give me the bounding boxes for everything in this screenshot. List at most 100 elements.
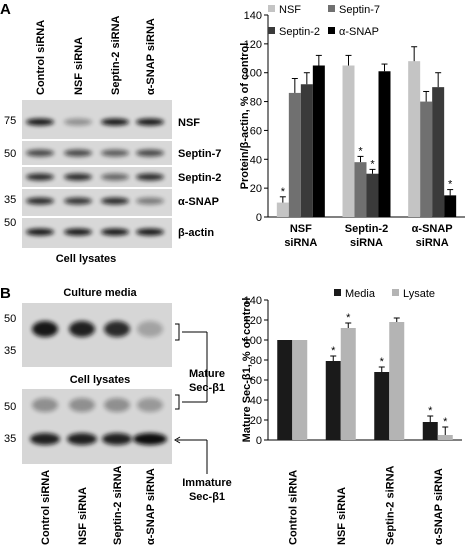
x-tick-label: Control siRNA (287, 470, 299, 545)
mw-label: 50 (4, 217, 16, 229)
blot-band (26, 173, 54, 181)
blot-band (26, 118, 54, 126)
blot-title: Culture media (63, 287, 137, 299)
protein-label: Septin-7 (178, 148, 221, 160)
bar (444, 195, 457, 217)
y-tick-label: 0 (256, 212, 262, 224)
legend-label: α-SNAP (339, 26, 379, 38)
significance-mark: * (448, 179, 453, 191)
bar (300, 84, 313, 217)
legend-swatch (334, 289, 341, 296)
blot-band (64, 118, 92, 126)
blot-band (137, 321, 163, 337)
bar (366, 173, 379, 217)
y-tick-label: 140 (244, 10, 262, 22)
blot-band (133, 433, 167, 445)
protein-label: β-actin (178, 227, 214, 239)
x-tick-label: NSF siRNA (284, 223, 317, 249)
x-tick-label: α-SNAP siRNA (433, 468, 445, 545)
y-tick-label: 100 (244, 68, 262, 80)
band-label: Sec-β1 (189, 382, 225, 394)
y-tick-label: 60 (250, 125, 262, 137)
x-tick-label: Septin-2 siRNA (345, 223, 388, 249)
y-tick-label: 120 (244, 39, 262, 51)
blot-band (26, 197, 54, 205)
lane-label: NSF siRNA (77, 487, 89, 545)
legend-swatch (328, 5, 335, 12)
blot-title: Cell lysates (70, 374, 131, 386)
y-tick-label: 40 (250, 154, 262, 166)
lane-label: Control siRNA (35, 20, 47, 95)
bar (408, 61, 421, 217)
blot-band (136, 197, 164, 205)
significance-mark: * (370, 158, 375, 170)
y-tick-label: 80 (250, 97, 262, 109)
significance-mark: * (281, 186, 286, 198)
bracket-arrows (174, 323, 208, 474)
mw-label: 50 (4, 313, 16, 325)
blot-band (104, 398, 130, 412)
bar (325, 361, 341, 440)
blot-band (101, 149, 129, 157)
lane-label: NSF siRNA (73, 37, 85, 95)
significance-mark: * (331, 345, 336, 357)
lane-label: Septin-2 siRNA (110, 15, 122, 95)
lane-label: Septin-2 siRNA (112, 465, 124, 545)
blot-band (136, 173, 164, 181)
legend-label: NSF (279, 4, 301, 16)
bar (437, 435, 453, 440)
y-tick-label: 20 (250, 183, 262, 195)
bar (378, 71, 391, 218)
blot-band (69, 398, 95, 412)
blot-band (137, 398, 163, 412)
bar (340, 328, 356, 440)
bar (312, 65, 325, 217)
legend-label: Septin-2 (279, 26, 320, 38)
x-tick-label: NSF siRNA (336, 487, 348, 545)
y-tick-label: 40 (250, 395, 262, 407)
panel-letter: B (0, 285, 11, 302)
y-tick-label: 100 (244, 335, 262, 347)
bar (276, 202, 289, 217)
legend-swatch (268, 5, 275, 12)
y-tick-label: 0 (256, 435, 262, 447)
significance-mark: * (346, 312, 351, 324)
band-label: Sec-β1 (189, 491, 225, 503)
significance-mark: * (428, 405, 433, 417)
legend-label: Lysate (403, 288, 435, 300)
protein-label: NSF (178, 117, 200, 129)
blot-caption: Cell lysates (56, 253, 117, 265)
blot-band (104, 321, 130, 337)
bar (422, 422, 438, 440)
legend-swatch (328, 27, 335, 34)
blot-band (67, 433, 97, 445)
blot-band (101, 118, 129, 126)
significance-mark: * (443, 416, 448, 428)
significance-mark: * (358, 145, 363, 157)
bar (277, 340, 293, 440)
blot-band (136, 149, 164, 157)
legend-swatch (268, 27, 275, 34)
bar (354, 162, 367, 217)
protein-label: Septin-2 (178, 172, 221, 184)
bar (288, 92, 301, 217)
bar (342, 65, 355, 217)
blot-band (32, 321, 58, 337)
legend-swatch (392, 289, 399, 296)
blot-band (64, 197, 92, 205)
bar (389, 322, 405, 440)
mw-label: 75 (4, 115, 16, 127)
protein-label: α-SNAP (178, 196, 219, 208)
x-tick-label: α-SNAP siRNA (412, 223, 453, 249)
band-label: Mature (189, 368, 225, 380)
bar (292, 340, 308, 440)
y-tick-label: 80 (250, 355, 262, 367)
mw-label: 50 (4, 401, 16, 413)
bar (374, 372, 390, 440)
blot-band (30, 433, 60, 445)
blot-band (69, 321, 95, 337)
legend-label: Media (345, 288, 376, 300)
lane-label: α-SNAP siRNA (145, 18, 157, 95)
y-tick-label: 60 (250, 375, 262, 387)
